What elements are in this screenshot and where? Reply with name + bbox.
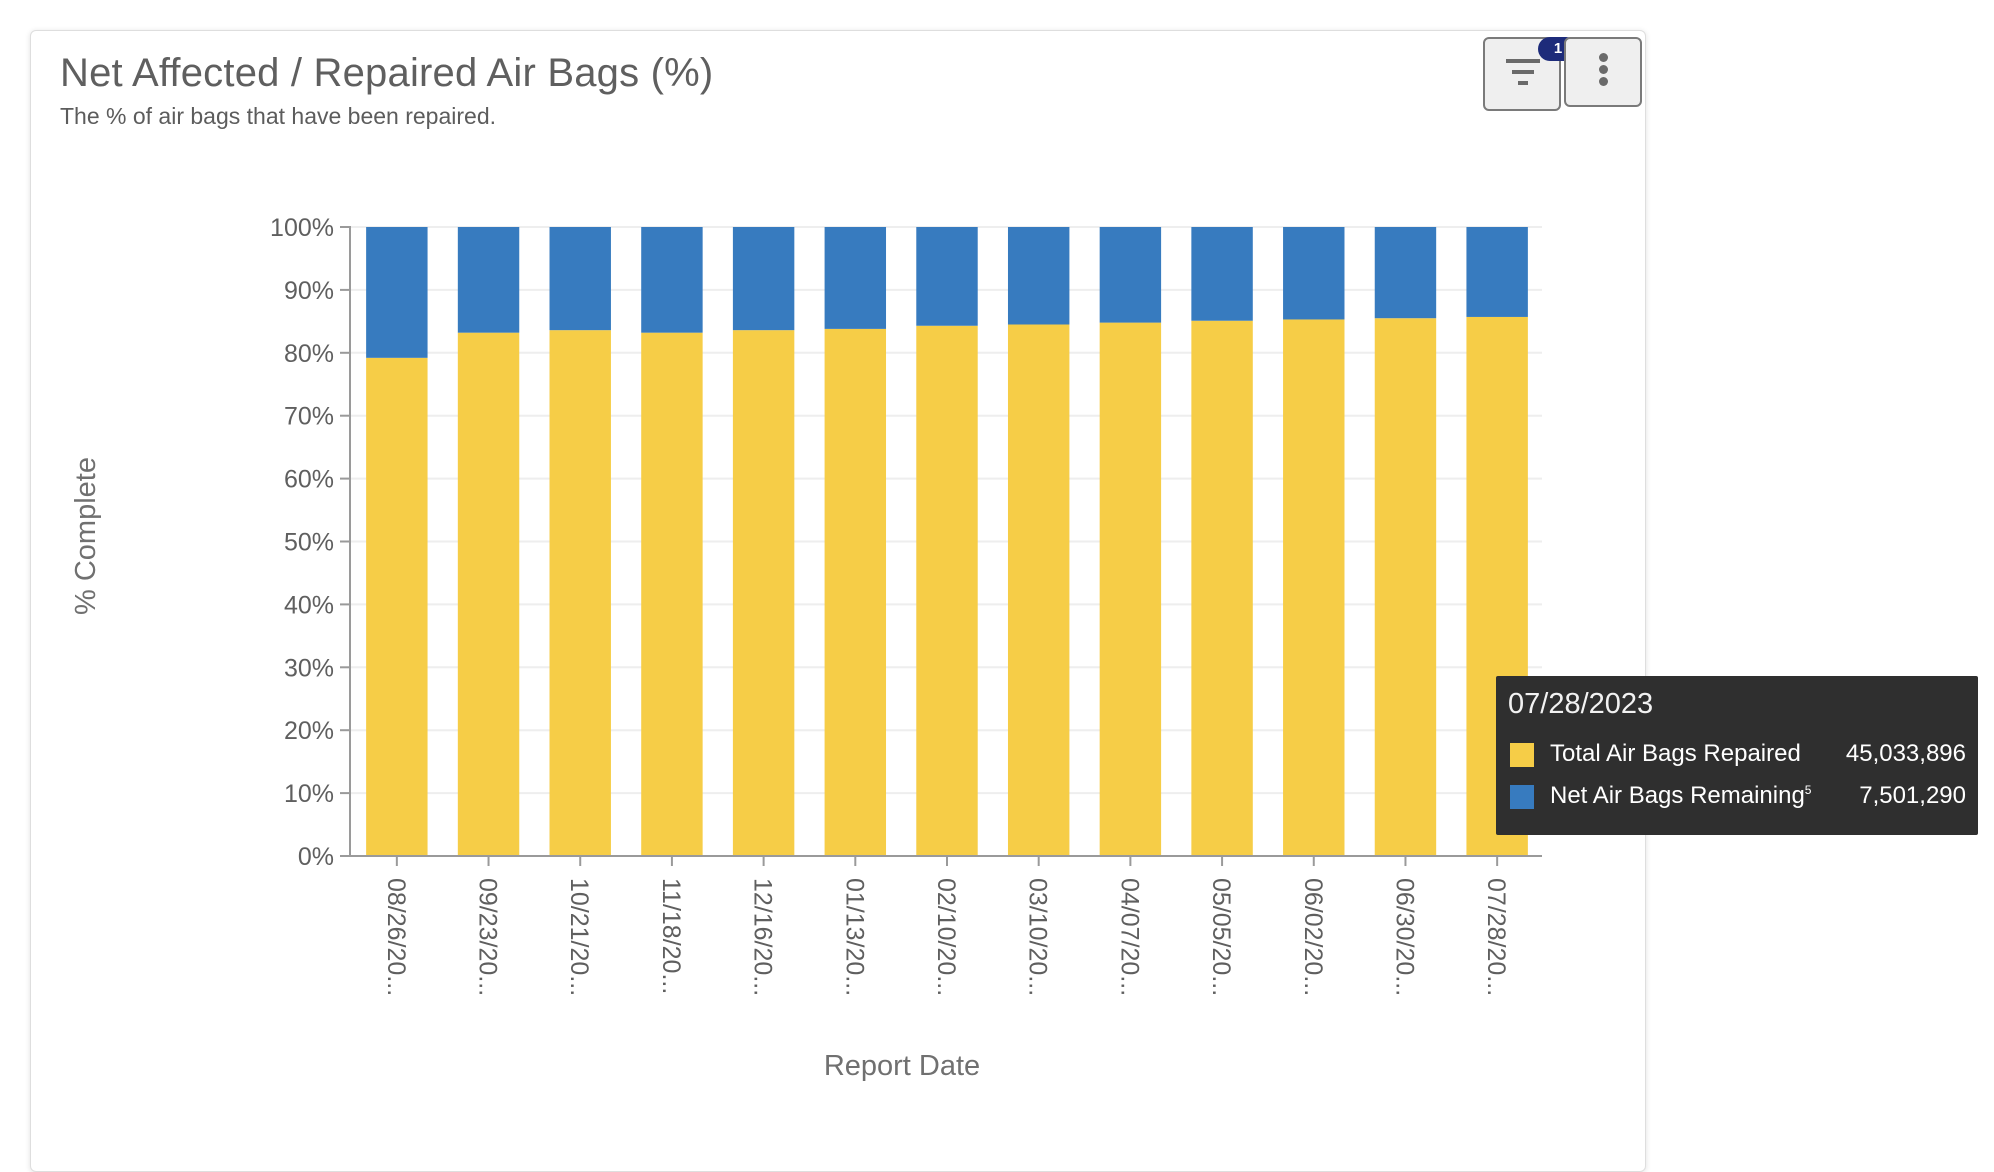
x-tick-label: 11/18/20... (657, 878, 685, 994)
y-tick-label: 80% (284, 340, 334, 368)
x-tick-label: 02/10/20... (932, 878, 960, 996)
more-vertical-icon (1599, 53, 1609, 89)
bar-segment-remaining[interactable] (1283, 227, 1345, 320)
tooltip-row-remaining: Net Air Bags Remaining5 7,501,290 (1510, 782, 1966, 812)
bar-segment-remaining[interactable] (824, 227, 887, 329)
bar-segment-remaining[interactable] (732, 227, 795, 331)
y-tick-label: 0% (298, 843, 334, 871)
bar-segment-repaired[interactable] (1099, 322, 1162, 856)
bar-segment-remaining[interactable] (1007, 227, 1070, 325)
bar-segment-repaired[interactable] (457, 332, 520, 856)
stacked-bar-chart: 0% 10% 20% 30% 40% 50% 60% 70% 80% 90% 100% 08/26/… (70, 214, 1542, 1082)
x-axis-title: Report Date (824, 1050, 980, 1082)
tooltip-value: 7,501,290 (1859, 782, 1966, 809)
chart-tooltip: 07/28/2023 Total Air Bags Repaired 45,03… (1496, 676, 1978, 835)
bar-segment-repaired[interactable] (641, 332, 703, 856)
y-tick-label: 70% (284, 403, 334, 431)
x-tick-label: 06/30/20... (1390, 878, 1418, 996)
x-tick-label: 08/26/20... (382, 878, 410, 996)
bar-segment-remaining[interactable] (549, 227, 611, 331)
legend-swatch-remaining (1510, 785, 1534, 809)
tooltip-label: Net Air Bags Remaining5 (1550, 782, 1812, 809)
x-tick-label: 06/02/20... (1299, 878, 1327, 996)
bar-segment-repaired[interactable] (1283, 319, 1345, 856)
tooltip-label: Total Air Bags Repaired (1550, 740, 1801, 767)
bar-segment-repaired[interactable] (1191, 320, 1253, 856)
filter-icon (1505, 57, 1541, 87)
x-tick-label: 03/10/20... (1024, 878, 1052, 996)
y-tick-label: 100% (270, 214, 334, 242)
y-tick-label: 50% (284, 529, 334, 557)
bar-segment-repaired[interactable] (1007, 324, 1070, 856)
x-tick-label: 10/21/20... (565, 878, 593, 996)
chart-subtitle: The % of air bags that have been repaire… (60, 103, 497, 129)
x-axis-ticks: 08/26/20... 09/23/20... 10/21/20... 11/18/2… (382, 856, 1510, 996)
bar-segment-repaired[interactable] (824, 328, 887, 856)
y-tick-label: 10% (284, 780, 334, 808)
bar-segment-remaining[interactable] (916, 227, 978, 326)
x-tick-label: 09/23/20... (474, 878, 502, 996)
more-options-button[interactable] (1564, 37, 1642, 107)
bar-segment-repaired[interactable] (549, 330, 611, 856)
bars (366, 227, 1528, 857)
bar-segment-remaining[interactable] (366, 227, 428, 358)
y-tick-label: 60% (284, 466, 334, 494)
x-tick-label: 12/16/20... (749, 878, 777, 996)
tooltip-row-repaired: Total Air Bags Repaired 45,033,896 (1510, 740, 1966, 770)
x-tick-label: 01/13/20... (840, 878, 868, 996)
bar-segment-remaining[interactable] (641, 227, 703, 333)
bar-segment-remaining[interactable] (1099, 227, 1162, 323)
y-tick-label: 30% (284, 654, 334, 682)
y-tick-label: 40% (284, 591, 334, 619)
bar-segment-repaired[interactable] (366, 357, 428, 856)
legend-swatch-repaired (1510, 743, 1534, 767)
x-tick-label: 07/28/20... (1482, 878, 1510, 996)
bar-segment-remaining[interactable] (1374, 227, 1437, 319)
chart-title: Net Affected / Repaired Air Bags (%) (60, 51, 714, 95)
bar-segment-repaired[interactable] (732, 330, 795, 856)
bar-segment-remaining[interactable] (1191, 227, 1253, 321)
x-tick-label: 05/05/20... (1207, 878, 1235, 996)
tooltip-date: 07/28/2023 (1508, 688, 1654, 720)
bar-segment-repaired[interactable] (916, 325, 978, 856)
x-tick-label: 04/07/20... (1115, 878, 1143, 996)
bar-segment-repaired[interactable] (1374, 318, 1437, 857)
y-axis-title: % Complete (70, 457, 102, 615)
filter-button[interactable]: 1 (1483, 37, 1578, 111)
y-tick-label: 20% (284, 717, 334, 745)
y-tick-label: 90% (284, 277, 334, 305)
y-axis-ticks: 0% 10% 20% 30% 40% 50% 60% 70% 80% 90% 100% (270, 214, 350, 871)
bar-segment-remaining[interactable] (457, 227, 520, 333)
tooltip-value: 45,033,896 (1845, 740, 1966, 767)
bar-segment-remaining[interactable] (1466, 227, 1528, 317)
